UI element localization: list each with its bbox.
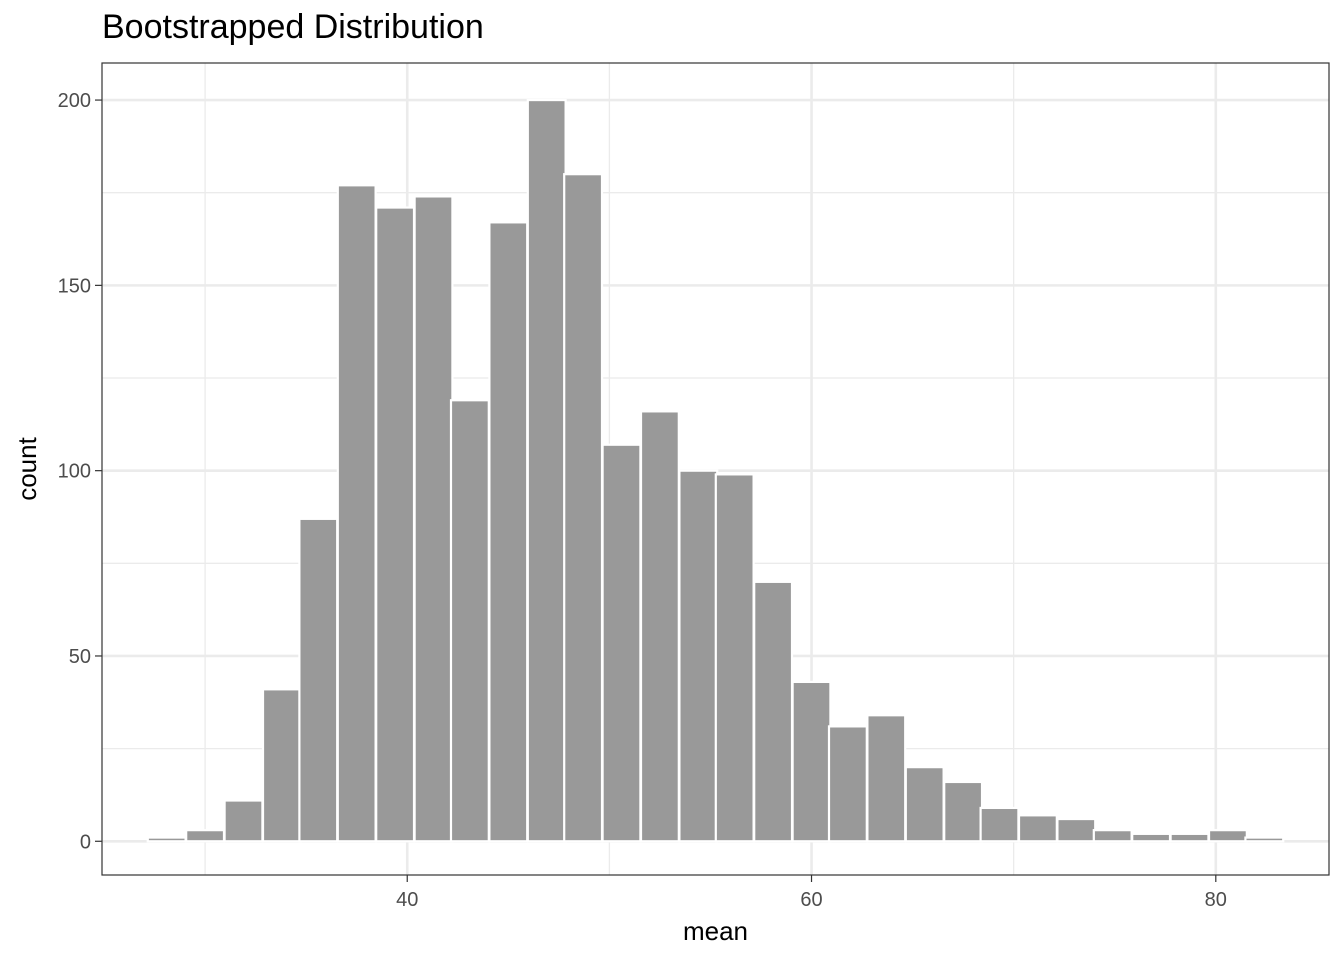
y-tick-label: 50 bbox=[69, 646, 91, 668]
histogram-bar bbox=[298, 517, 339, 843]
histogram-bar bbox=[223, 799, 264, 843]
x-axis: 40 60 80 bbox=[396, 875, 1227, 911]
histogram-bar bbox=[866, 714, 907, 843]
histogram-bar bbox=[979, 806, 1020, 843]
y-axis-title: count bbox=[12, 436, 42, 500]
histogram-bar bbox=[904, 766, 945, 843]
histogram-bar bbox=[1092, 829, 1133, 843]
x-axis-title: mean bbox=[683, 916, 748, 946]
histogram-bar bbox=[791, 680, 832, 843]
histogram-bar bbox=[827, 725, 868, 843]
histogram-bar bbox=[185, 829, 226, 843]
histogram-bar bbox=[449, 399, 490, 843]
histogram-bar bbox=[526, 98, 567, 843]
histogram-bar bbox=[1056, 817, 1097, 843]
histogram-bar bbox=[714, 473, 755, 843]
histogram-bar bbox=[1244, 836, 1285, 843]
histogram-bar bbox=[413, 195, 454, 843]
histogram-bar bbox=[943, 780, 984, 843]
y-tick-label: 150 bbox=[58, 275, 91, 297]
y-axis: 0 50 100 150 200 bbox=[58, 90, 102, 853]
chart-title: Bootstrapped Distribution bbox=[102, 8, 484, 46]
histogram-bar bbox=[375, 206, 416, 843]
y-tick-label: 0 bbox=[80, 831, 91, 853]
histogram-bar bbox=[601, 443, 642, 843]
histogram-bar bbox=[678, 469, 719, 843]
histogram-bar bbox=[563, 173, 604, 843]
y-tick-label: 100 bbox=[58, 461, 91, 483]
histogram-bar bbox=[1169, 832, 1210, 843]
x-tick-label: 80 bbox=[1205, 889, 1227, 911]
histogram-bar bbox=[1017, 814, 1058, 843]
histogram-bar bbox=[1207, 829, 1248, 843]
histogram-bar bbox=[753, 580, 794, 843]
histogram-bar bbox=[336, 184, 377, 843]
panel-border bbox=[101, 62, 1330, 876]
x-tick-label: 60 bbox=[800, 889, 822, 911]
histogram-bar bbox=[1131, 832, 1172, 843]
histogram-bar bbox=[146, 836, 187, 843]
histogram-bar bbox=[261, 688, 302, 843]
histogram-bars bbox=[146, 98, 1285, 843]
y-tick-label: 200 bbox=[58, 90, 91, 112]
histogram-bar bbox=[488, 221, 529, 843]
x-tick-label: 40 bbox=[396, 889, 418, 911]
histogram-bar bbox=[639, 410, 680, 843]
